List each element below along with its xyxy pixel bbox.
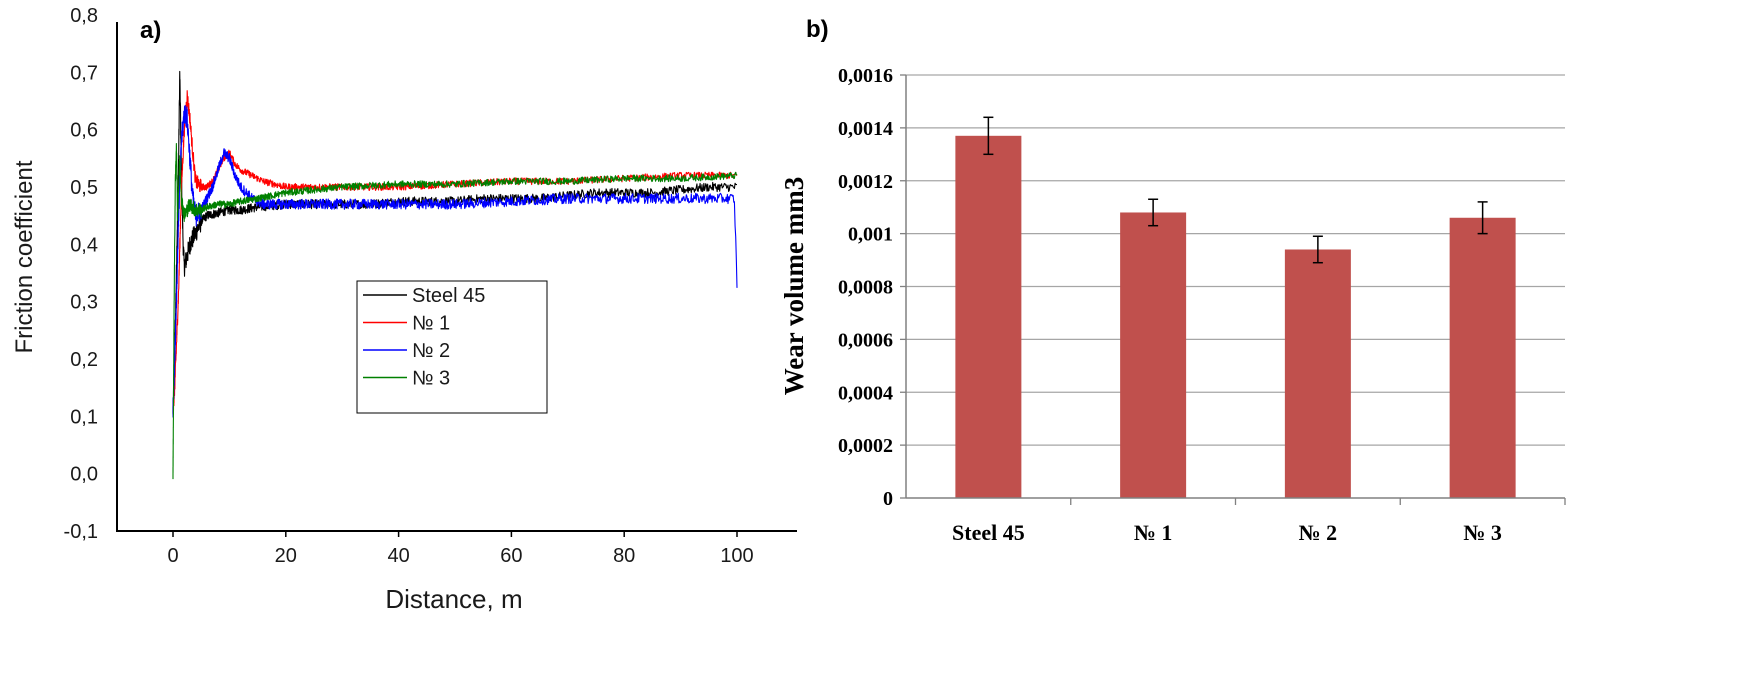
legend-label: Steel 45: [412, 285, 485, 307]
friction-y-tick-label: 0,2: [70, 349, 98, 371]
wear-y-tick-label: 0,0006: [838, 329, 893, 351]
friction-x-tick-label: 60: [500, 545, 522, 567]
friction-y-tick-label: 0,5: [70, 177, 98, 199]
friction-x-tick-labels: 0 20 40 60 80 100: [167, 545, 753, 567]
friction-series-lines: [172, 70, 738, 480]
friction-x-tick-label: 80: [613, 545, 635, 567]
wear-category-labels: Steel 45 № 1 № 2 № 3: [952, 520, 1502, 545]
panel-label-a: a): [140, 17, 161, 44]
friction-y-tick-labels: -0,1 0,0 0,1 0,2 0,3 0,4 0,5 0,6 0,7 0,8: [64, 5, 98, 543]
wear-volume-chart: b) 00,00020,00040,00060,00080,0010,00120…: [779, 16, 1566, 545]
wear-category-label: Steel 45: [952, 520, 1025, 545]
friction-x-axis-label: Distance, m: [385, 584, 522, 614]
wear-bar: [1284, 249, 1351, 498]
friction-y-tick-label: 0,6: [70, 120, 98, 142]
wear-bars: [955, 135, 1516, 498]
friction-y-axis-label: Friction coefficient: [11, 160, 38, 353]
friction-y-tick-label: 0,3: [70, 292, 98, 314]
friction-y-tick-label: 0,0: [70, 464, 98, 486]
friction-series-line: [172, 104, 738, 418]
friction-y-tick-label: 0,4: [70, 234, 98, 256]
wear-y-tick-label: 0: [883, 488, 893, 510]
legend-label: № 2: [412, 340, 450, 362]
wear-category-label: № 1: [1134, 520, 1173, 545]
legend-box: [356, 280, 548, 414]
wear-y-tick-label: 0,0012: [838, 171, 893, 193]
wear-y-tick-label: 0,001: [848, 224, 893, 246]
friction-y-tick-label: 0,8: [70, 5, 98, 27]
friction-y-tick-label: 0,7: [70, 62, 98, 84]
wear-y-tick-label: 0,0008: [838, 277, 893, 299]
wear-y-tick-label: 0,0016: [838, 65, 893, 87]
legend-label: № 3: [412, 368, 450, 390]
friction-series-line: [172, 142, 738, 480]
friction-x-tick-label: 100: [720, 545, 753, 567]
wear-bar: [955, 135, 1022, 498]
friction-x-tick-marks: [172, 531, 738, 537]
wear-y-tick-label: 0,0014: [838, 118, 893, 140]
wear-y-axis-label: Wear volume mm3: [779, 177, 809, 395]
friction-x-tick-label: 40: [387, 545, 409, 567]
wear-y-tick-label: 0,0002: [838, 435, 893, 457]
panel-label-b: b): [806, 16, 829, 43]
friction-chart: a) -0,1 0,0 0,1 0,2 0,3 0,4 0,5 0,6 0,7 0,8 0 20 40…: [11, 5, 797, 614]
friction-y-tick-label: -0,1: [64, 521, 98, 543]
wear-category-label: № 3: [1463, 520, 1502, 545]
friction-x-tick-label: 0: [167, 545, 178, 567]
legend-label: № 1: [412, 313, 450, 335]
wear-category-label: № 2: [1299, 520, 1338, 545]
wear-bar: [1120, 212, 1187, 498]
friction-y-tick-label: 0,1: [70, 406, 98, 428]
wear-y-tick-labels: 0 0,0002 0,0004 0,0006 0,0008 0,001 0,0012 0,00…: [838, 65, 893, 510]
friction-legend: Steel 45 № 1 № 2 № 3: [356, 280, 548, 414]
wear-y-tick-label: 0,0004: [838, 382, 893, 404]
wear-error-bars: [983, 116, 1488, 264]
wear-bar: [1449, 217, 1516, 498]
friction-x-tick-label: 20: [275, 545, 297, 567]
